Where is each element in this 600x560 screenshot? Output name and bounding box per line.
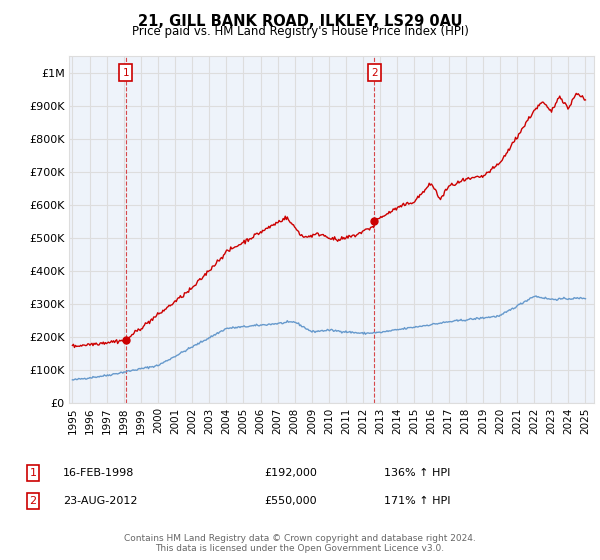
Text: 1: 1 (29, 468, 37, 478)
Text: 16-FEB-1998: 16-FEB-1998 (63, 468, 134, 478)
Text: Price paid vs. HM Land Registry's House Price Index (HPI): Price paid vs. HM Land Registry's House … (131, 25, 469, 38)
Text: 23-AUG-2012: 23-AUG-2012 (63, 496, 137, 506)
Text: 136% ↑ HPI: 136% ↑ HPI (384, 468, 451, 478)
Text: £550,000: £550,000 (264, 496, 317, 506)
Text: 1: 1 (122, 68, 129, 77)
Text: £192,000: £192,000 (264, 468, 317, 478)
Text: 2: 2 (29, 496, 37, 506)
Text: 171% ↑ HPI: 171% ↑ HPI (384, 496, 451, 506)
Text: Contains HM Land Registry data © Crown copyright and database right 2024.
This d: Contains HM Land Registry data © Crown c… (124, 534, 476, 553)
Text: 2: 2 (371, 68, 377, 77)
Text: 21, GILL BANK ROAD, ILKLEY, LS29 0AU: 21, GILL BANK ROAD, ILKLEY, LS29 0AU (138, 14, 462, 29)
